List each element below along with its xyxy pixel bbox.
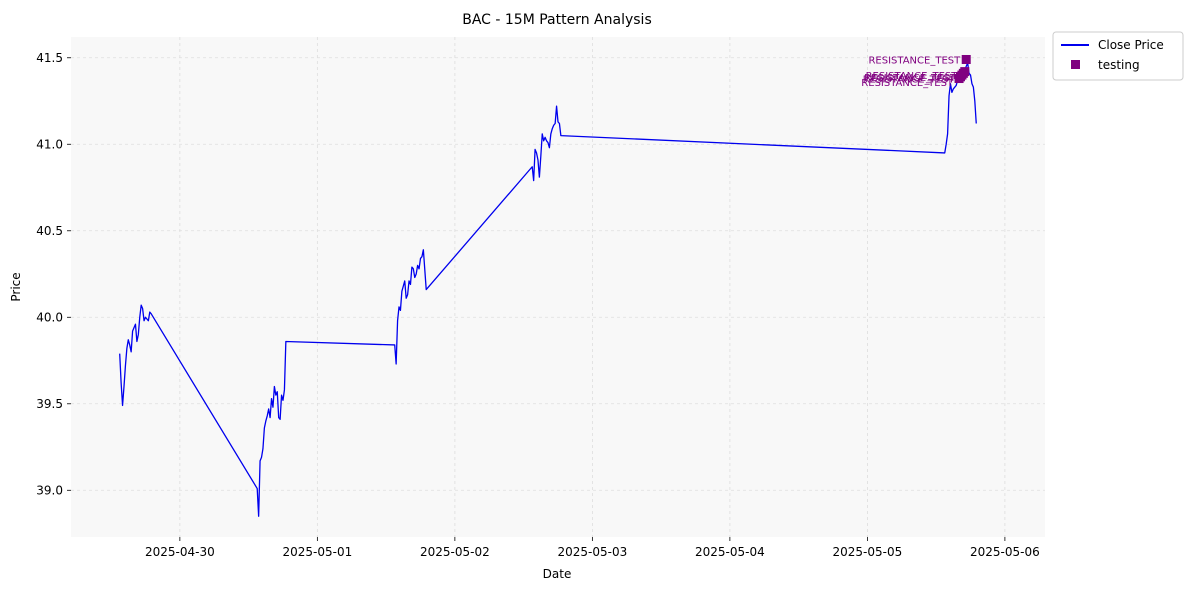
x-tick-label: 2025-05-01	[282, 545, 352, 559]
x-tick-label: 2025-05-06	[970, 545, 1040, 559]
y-tick-label: 40.5	[36, 224, 63, 238]
grid	[71, 37, 1045, 537]
annotation-label: RESISTANCE_TEST	[868, 55, 961, 66]
x-tick-label: 2025-05-04	[695, 545, 765, 559]
axes: 2025-04-30 2025-05-01 2025-05-02 2025-05-03…	[36, 51, 1040, 559]
x-tick-label: 2025-05-03	[558, 545, 628, 559]
y-tick-label: 41.0	[36, 137, 63, 151]
marker-layer	[954, 54, 971, 84]
y-tick-label: 41.5	[36, 51, 63, 65]
y-tick-label: 39.0	[36, 483, 63, 497]
y-tick-label: 40.0	[36, 310, 63, 324]
x-tick-label: 2025-05-05	[833, 545, 903, 559]
plot-area	[71, 37, 1045, 537]
x-tick-label: 2025-04-30	[145, 545, 215, 559]
testing-marker	[961, 54, 971, 64]
legend: Close Price testing	[1052, 31, 1184, 81]
annotation-label: RESISTANCE_TEST	[861, 78, 954, 89]
testing-marker	[960, 67, 970, 77]
annotation-label: RESISTANCE_TEST	[864, 73, 957, 84]
y-tick-label: 39.5	[36, 397, 63, 411]
annotation-label: RESISTANCE_TEST	[866, 71, 959, 82]
series-layer	[119, 62, 977, 517]
y-axis-title: Price	[9, 272, 23, 301]
legend-label-close-price: Close Price	[1098, 38, 1164, 52]
x-axis-title: Date	[543, 567, 572, 581]
annotation-layer: RESISTANCE_TESTRESISTANCE_TESTRESISTANCE…	[861, 55, 961, 88]
legend-swatch-testing	[1071, 60, 1080, 69]
chart-title: BAC - 15M Pattern Analysis	[462, 12, 652, 28]
series-line-close-price	[119, 62, 977, 517]
legend-label-testing: testing	[1098, 58, 1140, 72]
annotation-label: RESISTANCE_TEST	[863, 75, 956, 86]
x-tick-label: 2025-05-02	[420, 545, 490, 559]
